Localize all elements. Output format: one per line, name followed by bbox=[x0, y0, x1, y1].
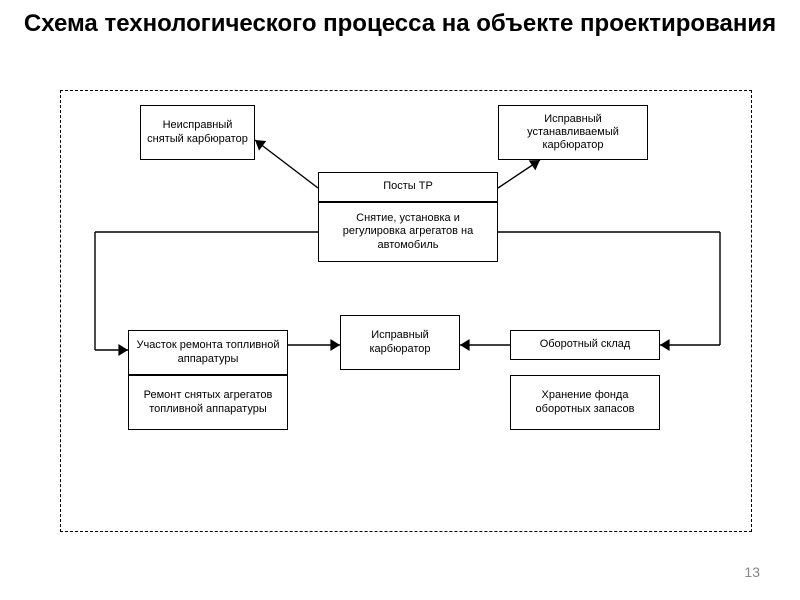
page-number: 13 bbox=[744, 564, 760, 580]
node-good-carb: Исправный карбюратор bbox=[340, 315, 460, 370]
node-fuel-repair-section: Участок ремонта топливной аппаратуры bbox=[128, 330, 288, 375]
node-remove-install-adjust: Снятие, установка и регулировка агрегато… bbox=[318, 202, 498, 262]
page-title: Схема технологического процесса на объек… bbox=[0, 10, 800, 39]
node-tr-posts: Посты ТР bbox=[318, 172, 498, 202]
node-repair-removed-units: Ремонт снятых агрегатов топливной аппара… bbox=[128, 375, 288, 430]
node-good-installed-carb: Исправный устанавливаемый карбюратор bbox=[498, 105, 648, 160]
node-rotating-stock: Оборотный склад bbox=[510, 330, 660, 360]
node-faulty-removed-carb: Неисправный снятый карбюратор bbox=[140, 105, 255, 160]
node-stock-storage: Хранение фонда оборотных запасов bbox=[510, 375, 660, 430]
